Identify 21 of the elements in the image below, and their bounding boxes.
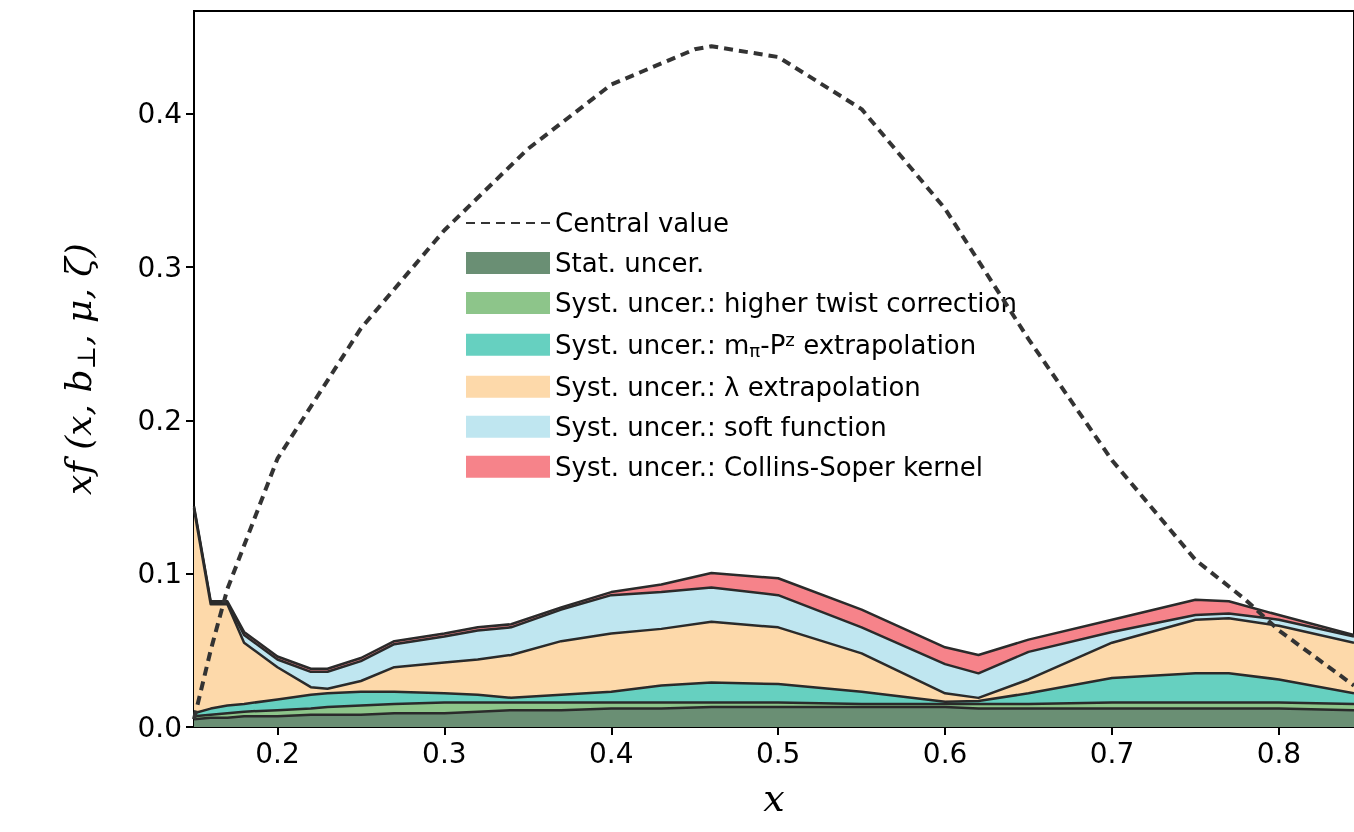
legend-label: Stat. uncer. xyxy=(555,248,705,278)
legend-label: Syst. uncer.: soft function xyxy=(555,411,887,442)
x-tick-label: 0.8 xyxy=(1256,736,1302,770)
legend-label: Syst. uncer.: Collins-Soper kernel xyxy=(555,451,984,482)
x-tick-label: 0.3 xyxy=(422,736,467,770)
x-axis-title: x xyxy=(763,776,785,820)
x-tick-label: 0.5 xyxy=(755,736,801,770)
legend-label: Central value xyxy=(555,208,729,238)
x-tick-label: 0.6 xyxy=(922,736,968,770)
legend-label: Syst. uncer.: λ extrapolation xyxy=(555,371,921,402)
x-tick-label: 0.4 xyxy=(589,736,634,770)
line-series xyxy=(192,44,1354,722)
y-tick-label: 0.3 xyxy=(137,250,182,284)
y-tick-label: 0.2 xyxy=(137,403,182,437)
y-axis-title: xf (x, b⊥, μ, ζ) xyxy=(57,243,101,495)
x-tick-label: 0.2 xyxy=(255,736,300,770)
legend-label: Syst. uncer.: higher twist correction xyxy=(555,288,1017,318)
y-tick-label: 0.4 xyxy=(137,97,182,131)
y-tick-label: 0.1 xyxy=(137,557,182,591)
x-tick-label: 0.7 xyxy=(1089,736,1135,770)
y-tick-label: 0.0 xyxy=(137,710,182,744)
